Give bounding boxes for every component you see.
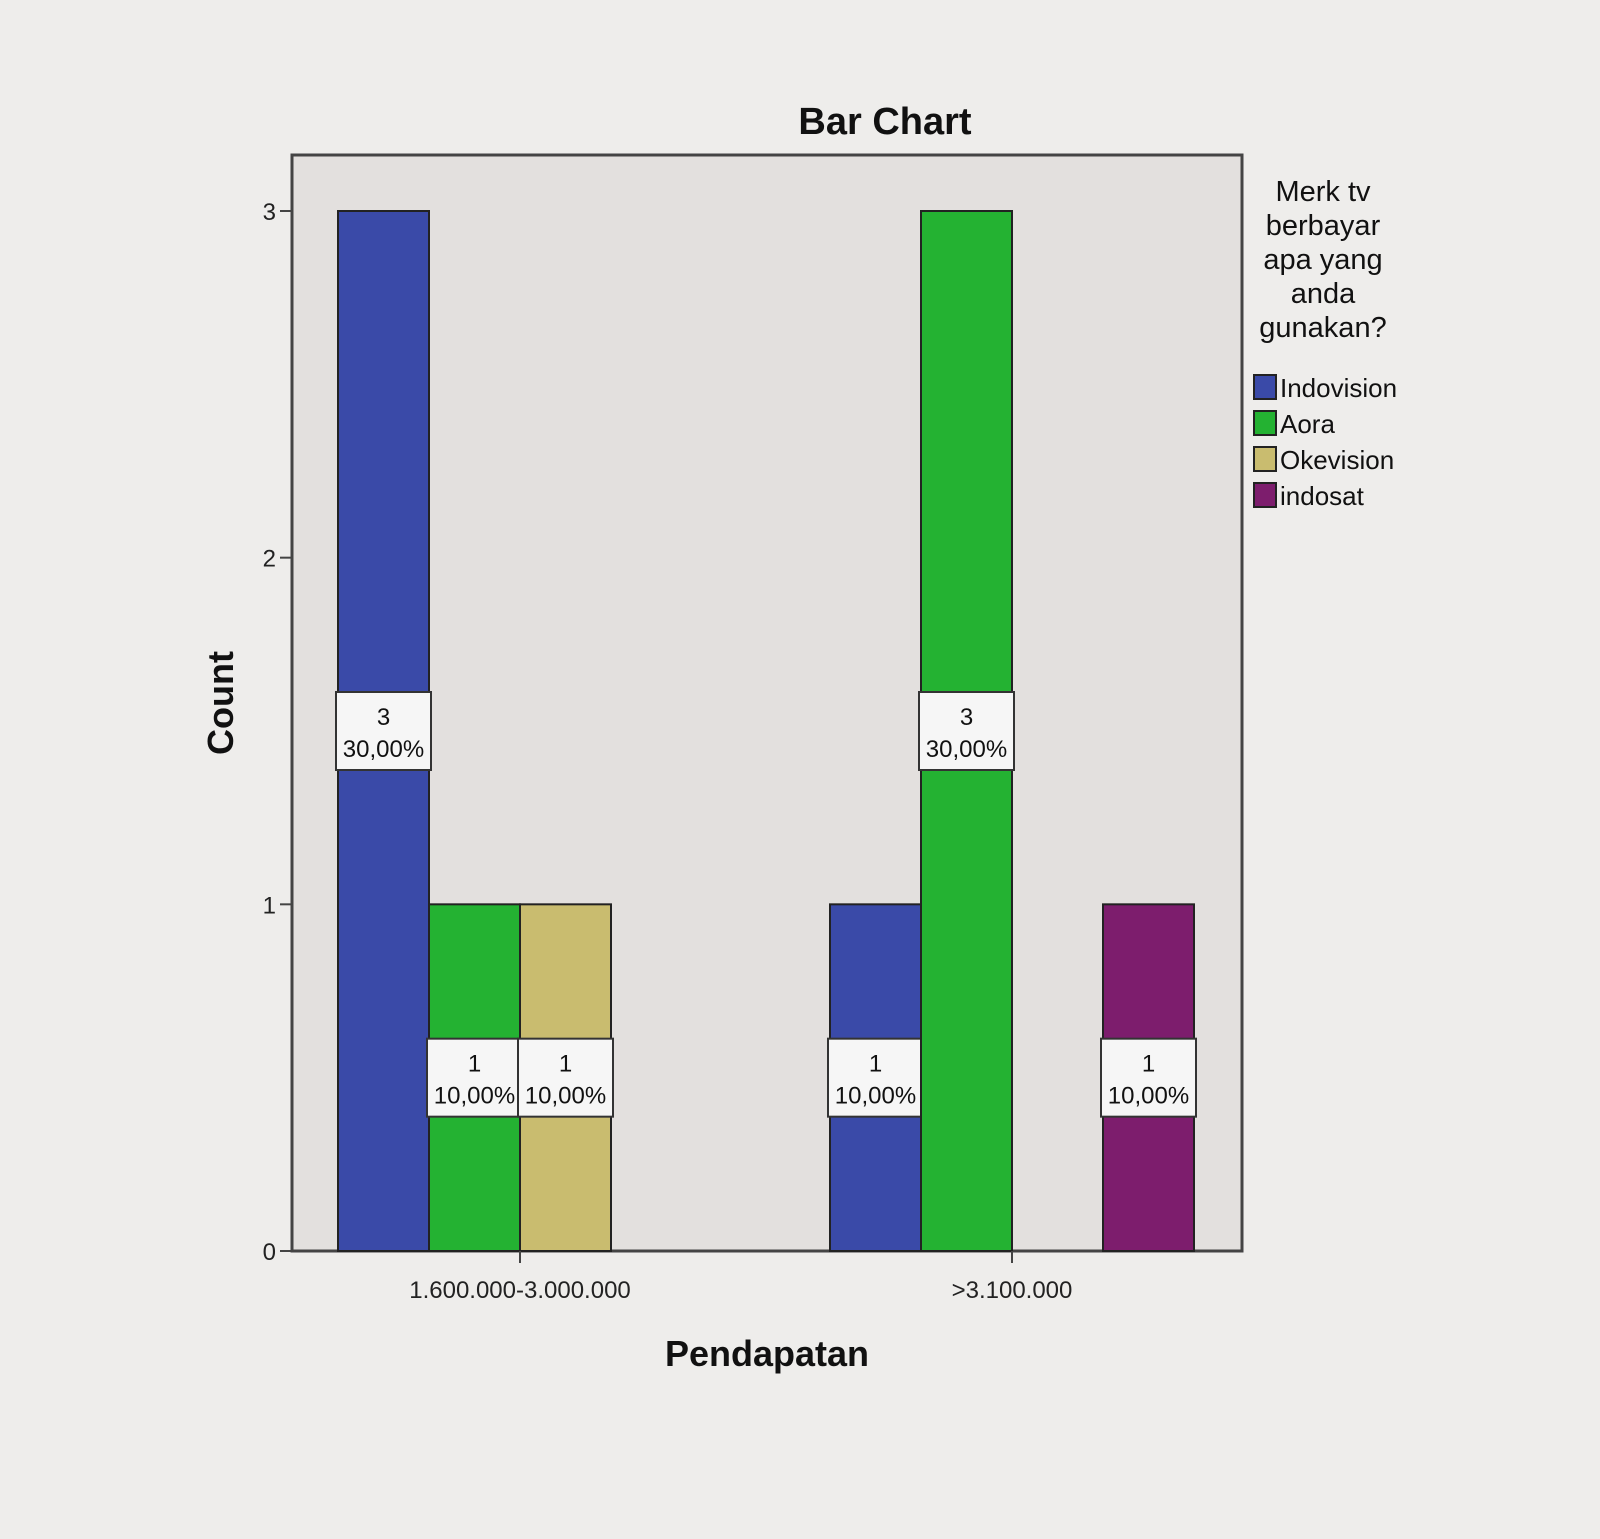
legend-title-line: berbayar [1266,210,1381,242]
x-axis-label: Pendapatan [665,1333,869,1374]
data-label-percent: 10,00% [1108,1083,1189,1110]
data-label-percent: 30,00% [926,736,1007,763]
data-label-box [918,691,1015,771]
data-label-count: 1 [1142,1051,1155,1078]
data-label-count: 1 [559,1051,572,1078]
x-tick-label: >3.100.000 [952,1277,1073,1304]
y-tick-label: 0 [263,1239,276,1266]
data-label-box [827,1037,924,1118]
legend-swatch-indosat [1253,482,1277,508]
legend-label-aora: Aora [1280,409,1335,439]
legend-title-line: anda [1291,278,1356,310]
data-label-percent: 10,00% [525,1083,606,1110]
data-label-percent: 10,00% [434,1083,515,1110]
y-tick-label: 3 [263,199,276,226]
chart-title: Bar Chart [798,101,971,143]
legend-label-indovision: Indovision [1280,373,1397,403]
data-label-percent: 10,00% [835,1083,916,1110]
legend-title-line: apa yang [1263,244,1382,276]
x-tick-label: 1.600.000-3.000.000 [409,1277,631,1304]
data-label-box [517,1037,614,1118]
legend-swatch-aora [1253,410,1277,436]
data-label-box [1100,1037,1197,1118]
data-label-count: 1 [468,1051,481,1078]
data-label-count: 3 [960,704,973,731]
legend-title-line: gunakan? [1259,312,1386,344]
data-label-box [335,691,432,771]
y-tick-label: 2 [263,546,276,573]
legend-label-okevision: Okevision [1280,445,1394,475]
data-label-percent: 30,00% [343,736,424,763]
legend-swatch-okevision [1253,446,1277,472]
data-label-count: 3 [377,704,390,731]
legend-label-indosat: indosat [1280,481,1365,511]
legend-title-line: Merk tv [1275,176,1371,208]
legend-swatch-indovision [1253,374,1277,400]
data-label-count: 1 [869,1051,882,1078]
y-tick-label: 1 [263,892,276,919]
y-axis-label: Count [200,651,241,755]
